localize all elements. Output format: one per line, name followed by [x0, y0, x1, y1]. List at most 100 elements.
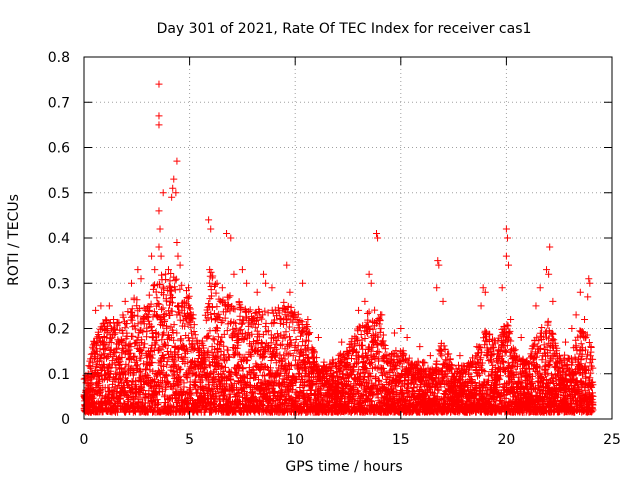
roti-point — [164, 266, 172, 274]
roti-point — [155, 243, 163, 251]
x-tick-label: 20 — [497, 432, 515, 448]
roti-point — [576, 288, 584, 296]
roti-point — [416, 343, 424, 351]
roti-point — [581, 315, 589, 323]
roti-point — [390, 329, 398, 337]
roti-point — [91, 338, 99, 346]
roti-point — [456, 352, 464, 360]
roti-point — [498, 284, 506, 292]
roti-point — [338, 338, 346, 346]
roti-point — [174, 252, 182, 260]
roti-point — [543, 266, 551, 274]
roti-point — [562, 338, 570, 346]
tick-labels: 0 5 10 15 20 25 0 0.1 0.2 0.3 0.4 0.5 0.6 0.7 0.8 — [48, 50, 621, 448]
roti-point — [238, 266, 246, 274]
roti-point — [155, 207, 163, 215]
x-axis-label: GPS time / hours — [285, 459, 402, 475]
roti-point — [227, 234, 235, 242]
roti-point — [97, 302, 105, 310]
roti-point — [378, 311, 386, 319]
roti-point — [435, 261, 443, 269]
roti-point — [517, 334, 525, 342]
roti-point — [545, 270, 553, 278]
chart-title: Day 301 of 2021, Rate Of TEC Index for r… — [157, 21, 532, 37]
roti-point — [205, 216, 213, 224]
roti-point — [572, 311, 580, 319]
roti-point — [473, 343, 481, 351]
roti-point — [262, 279, 270, 287]
roti-point — [223, 229, 231, 237]
roti-point — [361, 297, 369, 305]
roti-point — [148, 252, 156, 260]
roti-point — [185, 284, 193, 292]
y-tick-label: 0.3 — [48, 276, 70, 292]
roti-point — [159, 189, 167, 197]
roti-point — [374, 234, 382, 242]
y-tick-label: 0.8 — [48, 50, 70, 66]
roti-point — [207, 225, 215, 233]
roti-point — [268, 284, 276, 292]
roti-point — [121, 297, 129, 305]
roti-point — [170, 175, 178, 183]
roti-point — [479, 284, 487, 292]
roti-point — [505, 261, 513, 269]
roti-point — [502, 252, 510, 260]
roti-point — [585, 275, 593, 283]
x-tick-label: 15 — [392, 432, 410, 448]
x-tick-label: 25 — [603, 432, 621, 448]
y-tick-label: 0 — [61, 412, 70, 428]
roti-point — [304, 315, 312, 323]
y-tick-label: 0.5 — [48, 186, 70, 202]
roti-point — [172, 189, 180, 197]
roti-point — [532, 302, 540, 310]
roti-point — [299, 279, 307, 287]
x-tick-label: 10 — [286, 432, 304, 448]
roti-point — [314, 334, 322, 342]
roti-point — [176, 261, 184, 269]
roti-point — [502, 225, 510, 233]
roti-point — [110, 315, 118, 323]
roti-point — [156, 225, 164, 233]
roti-point — [137, 275, 145, 283]
roti-point — [584, 293, 592, 301]
y-tick-label: 0.7 — [48, 95, 70, 111]
roti-point — [586, 279, 594, 287]
roti-point — [81, 374, 89, 382]
roti-point — [477, 302, 485, 310]
y-tick-label: 0.1 — [48, 367, 70, 383]
y-tick-label: 0.2 — [48, 322, 70, 338]
roti-point — [168, 193, 176, 201]
roti-point — [536, 284, 544, 292]
roti-point — [426, 352, 434, 360]
roti-point — [83, 401, 91, 409]
roti-point — [286, 288, 294, 296]
roti-point — [253, 288, 261, 296]
roti-point — [439, 297, 447, 305]
roti-point — [173, 157, 181, 165]
roti-point — [169, 184, 177, 192]
axis-ticks — [83, 56, 613, 420]
roti-point — [367, 279, 375, 287]
y-tick-label: 0.6 — [48, 141, 70, 157]
roti-point — [507, 315, 515, 323]
roti-point — [86, 392, 94, 400]
roti-point — [546, 243, 554, 251]
roti-point — [355, 306, 363, 314]
roti-point — [434, 257, 442, 265]
roti-point — [397, 325, 405, 332]
roti-point — [365, 270, 373, 278]
roti-point — [218, 284, 226, 292]
roti-point — [230, 270, 238, 278]
roti-point — [173, 239, 181, 247]
roti-point — [151, 266, 159, 274]
roti-point — [587, 343, 595, 351]
roti-point — [157, 252, 165, 260]
roti-point — [128, 279, 136, 287]
roti-point — [503, 234, 511, 242]
roti-point — [433, 284, 441, 292]
roti-point — [373, 229, 381, 237]
roti-point — [105, 302, 113, 310]
roti-point — [568, 325, 576, 332]
x-tick-label: 5 — [185, 432, 194, 448]
